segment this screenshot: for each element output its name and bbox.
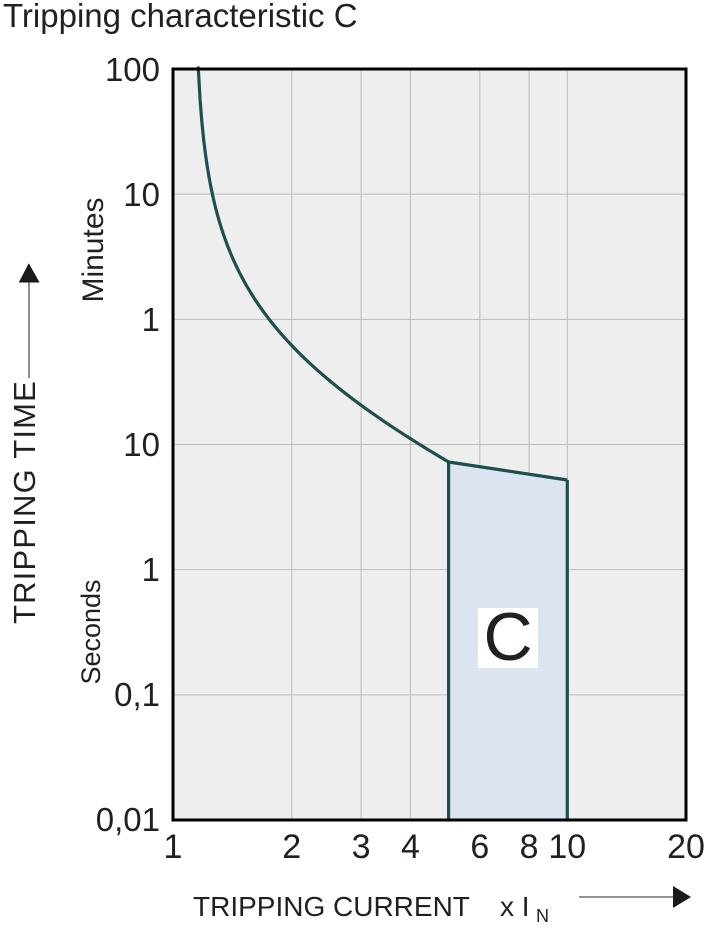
- svg-text:Minutes: Minutes: [77, 197, 110, 302]
- svg-text:8: 8: [520, 828, 539, 866]
- svg-text:2: 2: [282, 828, 301, 866]
- svg-text:1: 1: [142, 301, 160, 338]
- svg-text:1: 1: [142, 551, 160, 588]
- svg-text:C: C: [483, 599, 532, 675]
- svg-text:20: 20: [667, 828, 705, 866]
- svg-text:10: 10: [548, 828, 586, 866]
- svg-text:10: 10: [123, 176, 160, 213]
- svg-text:0,1: 0,1: [114, 676, 160, 713]
- svg-text:1: 1: [164, 828, 183, 866]
- svg-text:TRIPPING TIME: TRIPPING TIME: [7, 380, 42, 624]
- svg-text:N: N: [536, 906, 549, 926]
- svg-text:Seconds: Seconds: [76, 579, 106, 684]
- svg-text:100: 100: [105, 51, 160, 88]
- svg-text:4: 4: [401, 828, 420, 866]
- svg-text:TRIPPING CURRENT: TRIPPING CURRENT: [193, 891, 470, 922]
- svg-text:10: 10: [123, 426, 160, 463]
- svg-text:0,01: 0,01: [96, 801, 160, 838]
- svg-text:3: 3: [352, 828, 371, 866]
- svg-text:x I: x I: [500, 891, 530, 922]
- svg-text:6: 6: [470, 828, 489, 866]
